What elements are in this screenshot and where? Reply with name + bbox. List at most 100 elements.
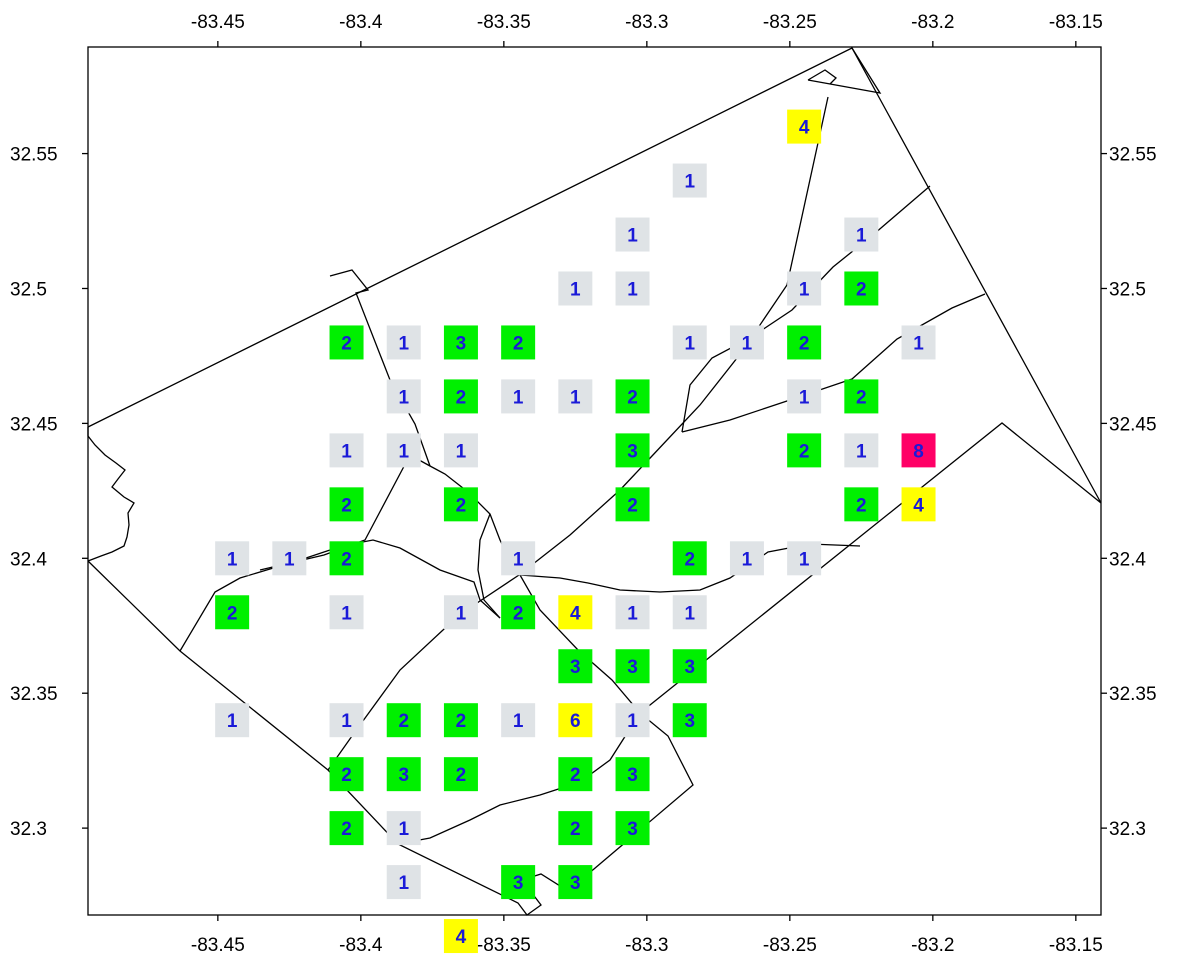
- grid-cell: 4: [902, 487, 936, 521]
- grid-cell: 1: [844, 433, 878, 467]
- grid-cell: 3: [673, 649, 707, 683]
- grid-cell: 3: [616, 433, 650, 467]
- grid-cell: 1: [387, 811, 421, 845]
- x-tick-label-bottom: -83.3: [625, 935, 668, 956]
- grid-cell: 1: [387, 433, 421, 467]
- cell-count-label: 3: [684, 657, 695, 678]
- grid-cell: 2: [844, 271, 878, 305]
- grid-cell: 1: [501, 541, 535, 575]
- grid-cell: 2: [558, 757, 592, 791]
- cell-count-label: 6: [570, 711, 581, 732]
- cell-count-label: 1: [227, 711, 238, 732]
- cell-count-label: 2: [456, 765, 467, 786]
- x-tick-label-top: -83.2: [911, 12, 954, 33]
- grid-cell: 4: [444, 919, 478, 953]
- cell-count-label: 3: [627, 765, 638, 786]
- cell-count-label: 2: [341, 819, 352, 840]
- x-tick-label-top: -83.4: [339, 12, 383, 33]
- cell-count-label: 1: [684, 333, 695, 354]
- cell-count-label: 1: [398, 873, 409, 894]
- x-tick-label-top: -83.25: [763, 12, 817, 33]
- grid-cell: 4: [558, 595, 592, 629]
- grid-cell: 1: [902, 325, 936, 359]
- x-tick-label-bottom: -83.4: [339, 935, 383, 956]
- grid-cell: 2: [215, 595, 249, 629]
- cell-count-label: 2: [341, 333, 352, 354]
- cell-count-label: 2: [570, 765, 581, 786]
- road-network: [88, 48, 1101, 915]
- grid-cell: 2: [330, 487, 364, 521]
- grid-cell: 3: [673, 703, 707, 737]
- cell-count-label: 1: [570, 279, 581, 300]
- cell-count-label: 1: [799, 387, 810, 408]
- grid-cell: 2: [844, 379, 878, 413]
- cell-count-label: 4: [456, 927, 467, 948]
- y-tick-label-right: 32.55: [1109, 145, 1157, 166]
- grid-cell: 1: [387, 379, 421, 413]
- grid-cell: 1: [558, 271, 592, 305]
- cell-count-label: 1: [799, 279, 810, 300]
- cell-count-label: 4: [570, 603, 581, 624]
- cell-count-label: 3: [456, 333, 467, 354]
- grid-cell: 2: [444, 487, 478, 521]
- y-tick-label-right: 32.35: [1109, 684, 1157, 705]
- grid-cell: 1: [730, 325, 764, 359]
- cell-count-label: 1: [341, 441, 352, 462]
- count-cells: 411 11 1 1 22 1 3 2 1 1 2 11 2 1 1 2 1 21 1 1 3 2 1 82 2 2 2 41 1 2 1 2…: [215, 110, 935, 971]
- cell-count-label: 1: [799, 549, 810, 570]
- grid-cell: 3: [616, 649, 650, 683]
- cell-count-label: 2: [398, 711, 409, 732]
- cell-count-label: 1: [627, 603, 638, 624]
- cell-count-label: 1: [341, 711, 352, 732]
- cell-count-label: 4: [799, 118, 810, 139]
- grid-cell: 1: [787, 379, 821, 413]
- grid-cell: 1: [616, 218, 650, 252]
- cell-count-label: 2: [570, 819, 581, 840]
- cell-count-label: 1: [742, 549, 753, 570]
- grid-cell: 4: [787, 110, 821, 144]
- cell-count-label: 1: [398, 441, 409, 462]
- y-tick-label-right: 32.3: [1109, 819, 1146, 840]
- grid-cell: 2: [787, 325, 821, 359]
- grid-cell: 2: [444, 379, 478, 413]
- grid-cell: 3: [616, 811, 650, 845]
- cell-count-label: 1: [913, 333, 924, 354]
- cell-count-label: 1: [570, 387, 581, 408]
- cell-count-label: 1: [456, 603, 467, 624]
- x-tick-label-bottom: -83.25: [763, 935, 817, 956]
- cell-count-label: 2: [684, 549, 695, 570]
- cell-count-label: 2: [227, 603, 238, 624]
- y-tick-label-left: 32.3: [10, 819, 47, 840]
- county-boundary: [88, 48, 1101, 915]
- grid-cell: 2: [330, 325, 364, 359]
- x-tick-label-top: -83.15: [1049, 12, 1103, 33]
- cell-count-label: 2: [856, 279, 867, 300]
- y-tick-label-left: 32.55: [10, 145, 58, 166]
- cell-count-label: 1: [742, 333, 753, 354]
- x-tick-label-top: -83.45: [191, 12, 245, 33]
- grid-cell: 1: [501, 379, 535, 413]
- x-tick-label-top: -83.35: [477, 12, 531, 33]
- cell-count-label: 2: [856, 495, 867, 516]
- grid-cell: 2: [501, 325, 535, 359]
- cell-count-label: 2: [513, 603, 524, 624]
- grid-cell: 2: [558, 811, 592, 845]
- grid-cell: 3: [387, 757, 421, 791]
- grid-cell: 1: [673, 164, 707, 198]
- cell-count-label: 2: [341, 765, 352, 786]
- grid-cell: 3: [501, 865, 535, 899]
- grid-cell: 1: [673, 595, 707, 629]
- cell-count-label: 2: [513, 333, 524, 354]
- cell-count-label: 1: [284, 549, 295, 570]
- grid-cell: 2: [673, 541, 707, 575]
- cell-count-label: 2: [627, 495, 638, 516]
- cell-count-label: 1: [456, 441, 467, 462]
- cell-count-label: 1: [627, 279, 638, 300]
- x-tick-label-bottom: -83.2: [911, 935, 954, 956]
- grid-cell: 1: [844, 218, 878, 252]
- cell-count-label: 1: [398, 387, 409, 408]
- grid-cell: 1: [558, 379, 592, 413]
- grid-cell: 1: [616, 271, 650, 305]
- grid-cell: 1: [387, 325, 421, 359]
- cell-count-label: 2: [627, 387, 638, 408]
